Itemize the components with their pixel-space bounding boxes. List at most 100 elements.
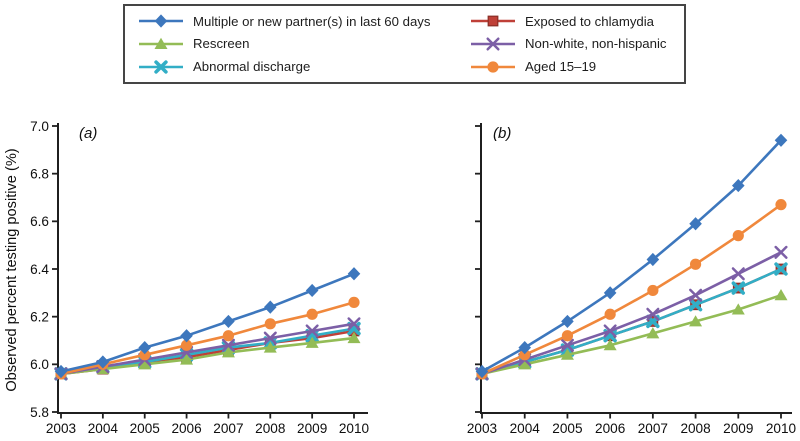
legend-item-label: Abnormal discharge — [193, 59, 311, 75]
y-tick-label: 6.0 — [30, 357, 49, 372]
legend-item-label: Non-white, non-hispanic — [525, 36, 667, 52]
panel-label: (a) — [79, 125, 97, 142]
legend-item: Abnormal discharge — [138, 59, 470, 75]
legend-item-label: Rescreen — [193, 36, 250, 52]
data-point-diamond — [603, 286, 617, 300]
data-point-triangle — [518, 358, 532, 370]
data-point-triangle — [138, 358, 152, 370]
legend-item-label: Exposed to chlamydia — [525, 13, 655, 29]
x-tick-label: 2009 — [723, 421, 753, 436]
data-point-xthin — [560, 338, 574, 352]
data-point-triangle — [731, 303, 745, 315]
series-line — [60, 336, 355, 376]
legend-item-label: Aged 15–19 — [525, 59, 597, 75]
data-point-circle — [647, 284, 659, 297]
data-point-diamond — [561, 314, 574, 329]
data-point-xthin — [731, 267, 745, 281]
data-point-xthin — [689, 288, 703, 302]
legend-xbold-icon — [139, 59, 183, 74]
data-point-xthin — [646, 307, 660, 321]
x-tick-label: 2010 — [766, 421, 797, 436]
x-tick-label: 2003 — [46, 421, 76, 436]
panel-label: (b) — [493, 125, 511, 142]
series-line — [60, 322, 355, 376]
y-tick-label: 5.8 — [30, 405, 49, 420]
series-line — [481, 251, 782, 376]
data-point-triangle — [263, 341, 277, 353]
data-point-circle — [689, 258, 702, 270]
data-point-diamond — [96, 355, 110, 369]
x-tick-label: 2006 — [595, 421, 625, 436]
data-point-xthin — [221, 338, 235, 352]
data-point-diamond — [222, 314, 235, 329]
series-line — [481, 267, 782, 376]
data-point-xthin — [774, 245, 788, 259]
data-point-diamond — [646, 252, 660, 267]
legend-column: Multiple or new partner(s) in last 60 da… — [138, 10, 470, 78]
y-tick-label: 6.8 — [30, 166, 49, 181]
data-point-circle — [561, 330, 574, 342]
data-point-triangle — [689, 315, 703, 327]
y-tick-label: 7.0 — [30, 119, 49, 134]
panel-b: 2003 2004 2005 2006 2007 2008 2009 2010 (b) — [467, 123, 797, 436]
legend-item-label: Multiple or new partner(s) in last 60 da… — [193, 13, 431, 29]
series-line — [481, 139, 782, 373]
legend-item: Rescreen — [138, 36, 470, 52]
legend-column: Exposed to chlamydia Non-white, non-hispa… — [470, 10, 666, 78]
data-point-diamond — [347, 267, 361, 281]
panel-a: 5.8 6.0 6.2 6.4 6.6 6.8 7.0 2003 2004 2005 2006 200… — [30, 119, 369, 436]
legend-item: Aged 15–19 — [470, 59, 666, 75]
data-point-triangle — [603, 339, 617, 351]
x-tick-label: 2007 — [638, 421, 668, 436]
y-axis-title: Observed percent testing positive (%) — [4, 148, 20, 391]
legend-diamond-icon — [139, 14, 183, 28]
data-point-triangle — [560, 348, 574, 360]
data-point-xbold — [774, 262, 788, 276]
legend-item: Non-white, non-hispanic — [470, 36, 666, 52]
data-point-triangle — [221, 346, 235, 358]
data-point-triangle — [347, 331, 361, 344]
x-tick-label: 2005 — [130, 421, 160, 436]
data-point-xbold — [731, 281, 745, 295]
data-point-diamond — [518, 341, 532, 355]
data-point-xthin — [305, 324, 319, 338]
series-line — [481, 293, 782, 376]
data-point-circle — [222, 330, 235, 342]
data-point-triangle — [305, 336, 319, 348]
data-point-diamond — [774, 133, 788, 147]
legend-item: Multiple or new partner(s) in last 60 da… — [138, 13, 470, 29]
y-tick-label: 6.4 — [30, 262, 49, 277]
data-point-circle — [519, 349, 531, 361]
legend-box: Multiple or new partner(s) in last 60 da… — [123, 4, 686, 84]
x-tick-label: 2010 — [339, 421, 370, 436]
x-tick-label: 2005 — [552, 421, 582, 436]
x-tick-label: 2004 — [510, 421, 541, 436]
data-point-circle — [306, 308, 318, 320]
data-point-diamond — [180, 329, 193, 343]
x-tick-label: 2008 — [680, 421, 710, 436]
data-point-diamond — [731, 178, 745, 193]
x-tick-label: 2009 — [297, 421, 327, 436]
series-line — [60, 272, 355, 373]
data-point-diamond — [138, 341, 152, 355]
data-point-circle — [604, 308, 616, 320]
data-point-circle — [139, 349, 151, 361]
data-point-circle — [180, 339, 193, 351]
series-line — [481, 203, 782, 376]
legend-triangle-icon — [139, 37, 183, 49]
data-point-circle — [264, 318, 276, 330]
legend-item: Exposed to chlamydia — [470, 13, 666, 29]
series-line — [60, 301, 355, 376]
data-point-circle — [775, 199, 787, 211]
legend-xthin-icon — [471, 37, 515, 51]
x-tick-label: 2007 — [213, 421, 243, 436]
y-tick-label: 6.2 — [30, 309, 49, 324]
data-point-triangle — [180, 353, 194, 365]
data-point-xthin — [603, 324, 617, 338]
data-point-xbold — [688, 298, 703, 312]
data-point-diamond — [305, 283, 319, 298]
data-point-triangle — [774, 289, 788, 301]
data-point-diamond — [263, 300, 277, 314]
